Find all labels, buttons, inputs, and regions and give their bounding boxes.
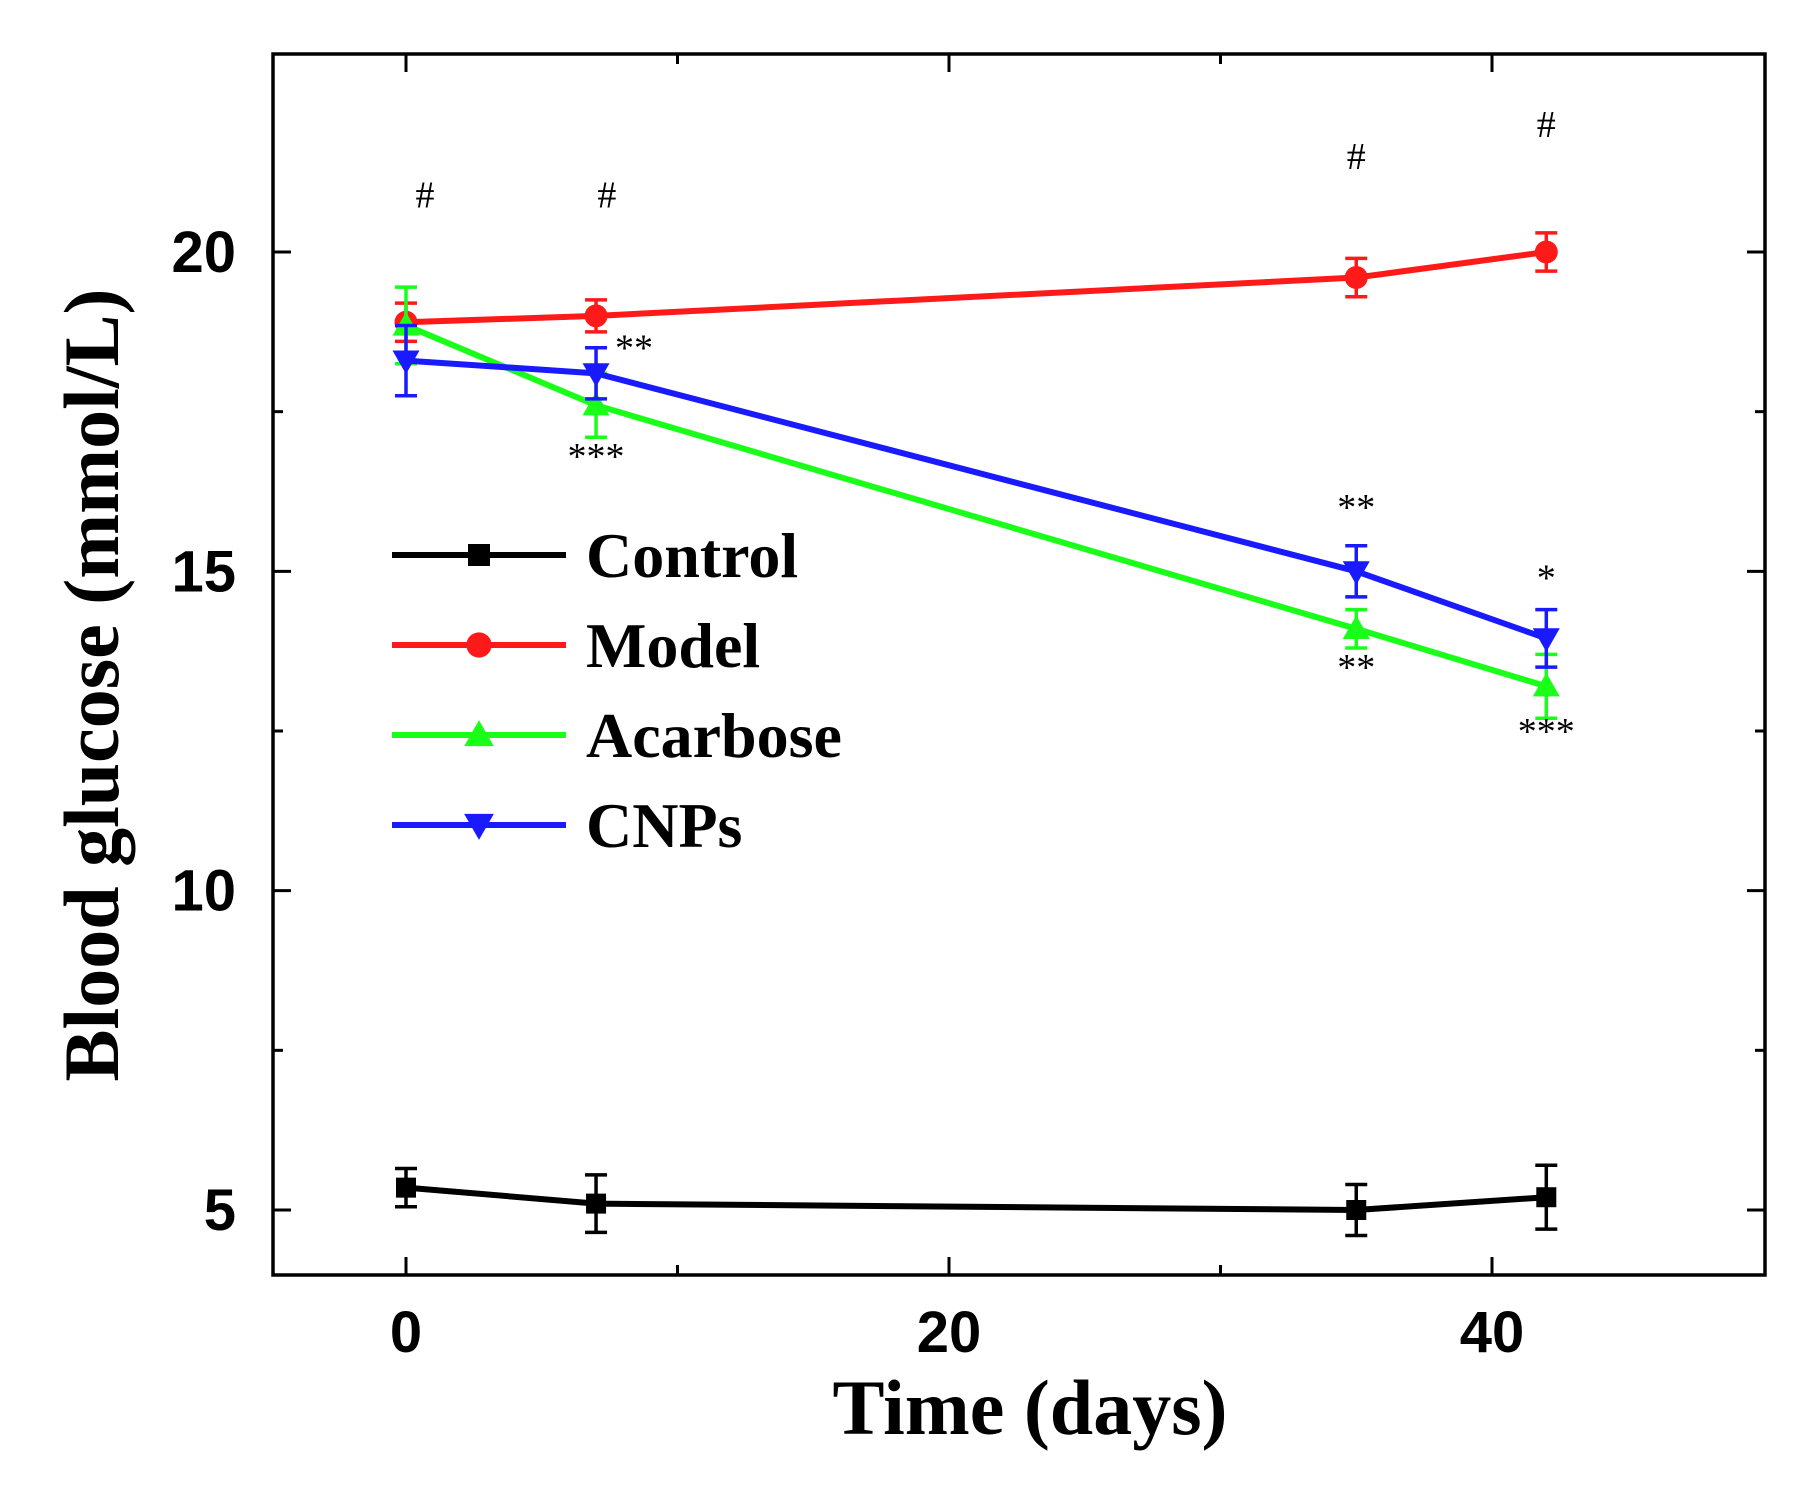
legend-marker-model xyxy=(466,632,492,658)
legend-label-acarbose: Acarbose xyxy=(586,700,842,771)
legend-label-cnps: CNPs xyxy=(586,790,742,861)
series-model xyxy=(394,231,1558,344)
data-point-acarbose xyxy=(1342,615,1370,639)
data-point-cnps xyxy=(1532,628,1560,652)
data-point-acarbose xyxy=(582,391,610,416)
data-point-cnps xyxy=(392,350,420,375)
significance-mark: # xyxy=(1347,136,1366,178)
data-point-model xyxy=(584,304,608,328)
x-axis-title: Time (days) xyxy=(832,1364,1227,1451)
series-layer xyxy=(392,231,1560,1238)
data-point-model xyxy=(1534,240,1558,264)
significance-mark: ** xyxy=(1337,487,1375,529)
significance-mark: * xyxy=(1537,557,1556,599)
legend-marker-acarbose xyxy=(464,720,494,747)
significance-mark: # xyxy=(416,174,435,216)
significance-mark: # xyxy=(597,174,616,216)
series-line-model xyxy=(405,249,1547,326)
series-line-cnps xyxy=(405,357,1548,642)
data-point-acarbose xyxy=(1532,672,1560,697)
series-line-control xyxy=(405,1184,1547,1213)
data-point-control xyxy=(396,1177,416,1198)
data-point-cnps xyxy=(1342,561,1370,585)
significance-mark: ** xyxy=(1337,647,1375,689)
significance-mark: *** xyxy=(568,436,625,478)
data-point-control xyxy=(1346,1200,1367,1220)
series-acarbose xyxy=(392,285,1560,720)
significance-mark: *** xyxy=(1518,711,1575,753)
x-tick-label: 40 xyxy=(1460,1300,1525,1365)
significance-mark: ** xyxy=(615,328,653,370)
y-axis-title: Blood glucose (mmol/L) xyxy=(48,289,135,1082)
plot-frame xyxy=(271,52,1767,1277)
axis-ticks: 0 20 40 5 10 15 20 xyxy=(171,54,1765,1365)
y-tick-label: 5 xyxy=(204,1178,236,1243)
x-tick-label: 0 xyxy=(390,1300,422,1365)
legend-label-control: Control xyxy=(586,520,798,591)
legend-marker-control xyxy=(468,544,490,566)
x-tick-label: 20 xyxy=(917,1300,982,1365)
y-tick-label: 20 xyxy=(171,220,236,285)
data-point-model xyxy=(1344,266,1368,290)
y-tick-label: 15 xyxy=(171,539,236,604)
legend: Control Model Acarbose CNPs xyxy=(392,520,842,861)
series-line-acarbose xyxy=(404,322,1548,690)
series-control xyxy=(395,1163,1558,1238)
series-cnps xyxy=(392,323,1560,669)
legend-label-model: Model xyxy=(586,610,760,681)
legend-marker-cnps xyxy=(464,813,494,840)
data-point-cnps xyxy=(582,363,610,387)
data-point-control xyxy=(586,1193,607,1214)
annotations-layer: # ###************* xyxy=(416,104,1575,753)
data-point-control xyxy=(1536,1187,1557,1208)
y-tick-label: 10 xyxy=(171,859,236,924)
significance-mark: # xyxy=(1537,104,1556,146)
